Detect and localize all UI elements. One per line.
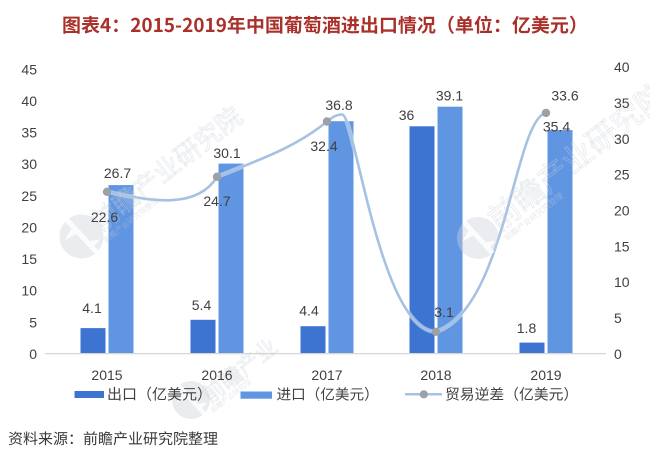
svg-text:2018: 2018 <box>420 367 451 383</box>
svg-text:30.1: 30.1 <box>213 145 240 161</box>
svg-text:10: 10 <box>21 283 37 299</box>
svg-text:35.4: 35.4 <box>543 119 570 135</box>
svg-text:15: 15 <box>21 251 37 267</box>
svg-text:2019: 2019 <box>530 367 561 383</box>
svg-text:2016: 2016 <box>201 367 232 383</box>
svg-text:2015: 2015 <box>91 367 122 383</box>
svg-text:40: 40 <box>614 59 630 75</box>
svg-text:22.6: 22.6 <box>91 209 118 225</box>
svg-text:10: 10 <box>614 274 630 290</box>
svg-text:32.4: 32.4 <box>310 138 337 154</box>
svg-text:30: 30 <box>614 131 630 147</box>
svg-text:36.8: 36.8 <box>325 97 352 113</box>
svg-text:4.1: 4.1 <box>82 300 102 316</box>
svg-text:45: 45 <box>21 61 37 77</box>
svg-text:30: 30 <box>21 156 37 172</box>
svg-text:0: 0 <box>29 346 37 362</box>
svg-text:5.4: 5.4 <box>192 297 212 313</box>
svg-text:35: 35 <box>614 95 630 111</box>
svg-text:3.1: 3.1 <box>434 304 454 320</box>
svg-text:40: 40 <box>21 93 37 109</box>
svg-text:15: 15 <box>614 238 630 254</box>
svg-text:24.7: 24.7 <box>203 193 230 209</box>
svg-text:25: 25 <box>614 167 630 183</box>
svg-text:1.8: 1.8 <box>517 320 537 336</box>
svg-text:5: 5 <box>29 314 37 330</box>
svg-text:0: 0 <box>614 346 622 362</box>
svg-text:20: 20 <box>21 220 37 236</box>
svg-text:25: 25 <box>21 188 37 204</box>
svg-text:4.4: 4.4 <box>299 303 319 319</box>
svg-text:2017: 2017 <box>311 367 342 383</box>
svg-text:39.1: 39.1 <box>436 88 463 104</box>
svg-text:35: 35 <box>21 125 37 141</box>
svg-text:33.6: 33.6 <box>551 88 578 104</box>
svg-text:20: 20 <box>614 203 630 219</box>
svg-text:36: 36 <box>399 107 415 123</box>
svg-text:5: 5 <box>614 310 622 326</box>
svg-text:26.7: 26.7 <box>104 165 131 181</box>
